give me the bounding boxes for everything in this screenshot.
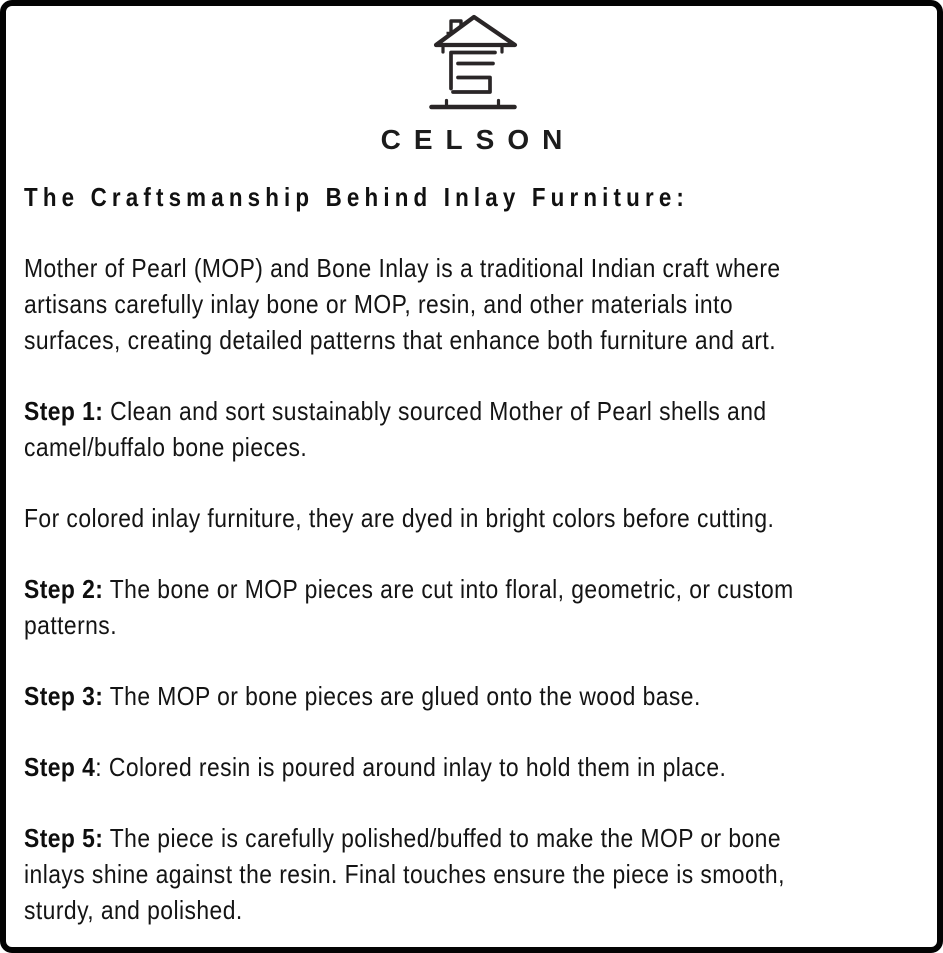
step-5-label: Step 5: (24, 823, 104, 853)
text-line: Step 2: The bone or MOP pieces are cut i… (24, 571, 798, 607)
text-line: camel/buffalo bone pieces. (24, 432, 308, 462)
text-line: patterns. (24, 610, 117, 640)
text-segment: The bone or MOP pieces are cut into flor… (103, 574, 794, 604)
page-title: The Craftsmanship Behind Inlay Furniture… (24, 182, 690, 212)
step-4-label: Step 4 (24, 752, 96, 782)
brand-wordmark: CELSON (380, 124, 576, 155)
text-segment: : Colored resin is poured around inlay t… (95, 752, 727, 782)
step-1-paragraph: Step 1: Clean and sort sustainably sourc… (24, 393, 903, 465)
text-line: Mother of Pearl (MOP) and Bone Inlay is … (24, 250, 798, 286)
text-segment: For colored inlay furniture, they are dy… (24, 503, 775, 533)
text-segment: The MOP or bone pieces are glued onto th… (103, 681, 701, 711)
text-line: inlays shine against the resin. Final to… (24, 859, 785, 889)
text-line: Step 1: Clean and sort sustainably sourc… (24, 393, 798, 429)
dyeing-note-paragraph: For colored inlay furniture, they are dy… (24, 500, 903, 536)
text-line: sturdy, and polished. (24, 895, 243, 925)
step-2-paragraph: Step 2: The bone or MOP pieces are cut i… (24, 571, 903, 643)
step-5-paragraph: Step 5: The piece is carefully polished/… (24, 820, 903, 928)
text-segment: The piece is carefully polished/buffed t… (103, 823, 782, 853)
text-line: For colored inlay furniture, they are dy… (24, 500, 798, 536)
content-area: The Craftsmanship Behind Inlay Furniture… (6, 182, 937, 928)
text-line: Step 3: The MOP or bone pieces are glued… (24, 678, 798, 714)
step-4-paragraph: Step 4: Colored resin is poured around i… (24, 749, 903, 785)
house-with-s-monogram-icon (428, 14, 517, 110)
text-segment: Clean and sort sustainably sourced Mothe… (103, 396, 767, 426)
logo-block: CELSON (6, 6, 937, 155)
roof-shape (433, 14, 517, 48)
chimney-shape (448, 19, 463, 35)
text-line: artisans carefully inlay bone or MOP, re… (24, 289, 734, 319)
s-monogram-lower (450, 75, 492, 94)
text-line: Step 5: The piece is carefully polished/… (24, 820, 798, 856)
text-line: surfaces, creating detailed patterns tha… (24, 325, 777, 355)
step-2-label: Step 2: (24, 574, 104, 604)
step-3-label: Step 3: (24, 681, 104, 711)
text-segment: Mother of Pearl (MOP) and Bone Inlay is … (24, 253, 781, 283)
step-1-label: Step 1: (24, 396, 104, 426)
intro-paragraph: Mother of Pearl (MOP) and Bone Inlay is … (24, 250, 903, 358)
s-monogram-top (448, 50, 497, 91)
step-3-paragraph: Step 3: The MOP or bone pieces are glued… (24, 678, 903, 714)
text-line: Step 4: Colored resin is poured around i… (24, 749, 798, 785)
